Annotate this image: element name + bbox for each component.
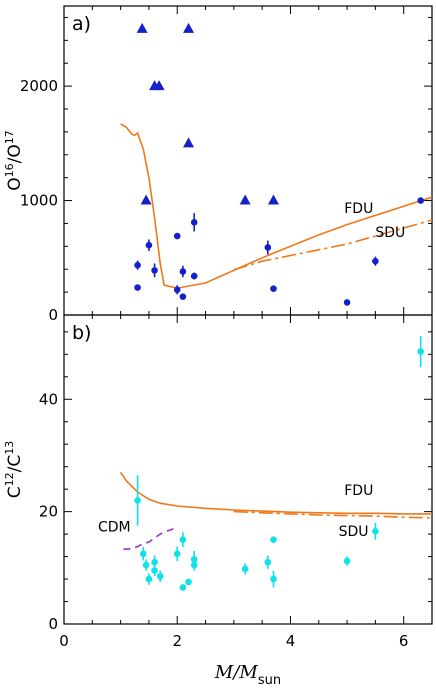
data-point (241, 565, 249, 573)
data-point (151, 567, 158, 574)
y-tick-label: 0 (48, 306, 58, 324)
lower-limit-triangle (183, 22, 195, 33)
data-point (270, 536, 277, 544)
panel-b-y-axis-label: C12/C13 (3, 441, 25, 498)
data-point (134, 284, 141, 291)
data-point (179, 293, 187, 300)
lower-limit-triangle (239, 194, 251, 205)
fdu-annotation: FDU (344, 201, 373, 217)
data-point (173, 232, 181, 240)
panel-a-model-lines (120, 123, 433, 289)
data-point (151, 558, 158, 566)
panel-a-y-axis-label: O16/O17 (3, 130, 25, 191)
lower-limit-triangle (183, 137, 195, 148)
data-point (417, 348, 424, 355)
data-point (156, 572, 164, 580)
panel-b-annotations: FDU SDU CDM (98, 483, 373, 540)
data-point (179, 536, 187, 544)
lower-limit-triangle (267, 194, 279, 205)
data-point (372, 528, 379, 535)
fdu-annotation: FDU (344, 483, 373, 499)
data-point (179, 268, 187, 275)
panel-b-ticks (63, 315, 433, 625)
data-point (139, 550, 147, 558)
data-point (134, 261, 141, 269)
y-tick-label: 2000 (20, 77, 58, 95)
y-tick-label: 20 (39, 503, 58, 521)
panel-b-label: b) (72, 322, 91, 344)
data-point (343, 557, 351, 565)
sdu-line (233, 219, 433, 271)
data-point (417, 197, 424, 204)
data-point (185, 578, 192, 586)
y-tick-label: 0 (48, 615, 58, 633)
panel-b-model-lines (119, 471, 433, 551)
sdu-annotation: SDU (339, 524, 369, 540)
panel-b-frame (63, 314, 433, 625)
panel-b: 0 20 40 0 2 4 6 FDU SDU CDM b) C12/C13 (3, 314, 433, 650)
data-point (142, 561, 150, 569)
data-point (190, 272, 198, 280)
data-point (145, 241, 153, 249)
fdu-line (120, 123, 433, 289)
sdu-line (233, 510, 433, 519)
x-tick-label: 4 (286, 632, 296, 650)
x-axis-label: M/Msun (214, 662, 281, 688)
panel-a-label: a) (72, 13, 91, 35)
data-point (372, 257, 379, 265)
data-point (179, 584, 187, 591)
data-point (190, 561, 198, 569)
y-tick-label: 1000 (20, 192, 58, 210)
x-tick-label: 6 (399, 632, 409, 650)
data-point (264, 558, 272, 566)
lower-limit-triangle (136, 22, 148, 33)
panel-b-data-marks (134, 335, 424, 591)
data-point (145, 575, 153, 583)
data-point (343, 299, 351, 306)
cdm-line (123, 525, 178, 551)
data-point (270, 285, 277, 292)
fdu-line (119, 471, 432, 515)
panel-a-frame (63, 5, 433, 316)
data-point (173, 550, 181, 558)
y-tick-label: 40 (39, 390, 58, 408)
panel-a-data-marks (134, 22, 424, 306)
data-point (173, 286, 181, 294)
x-tick-label: 2 (172, 632, 182, 650)
sdu-annotation: SDU (375, 225, 405, 241)
panel-b-tick-labels: 0 20 40 0 2 4 6 (39, 390, 409, 650)
data-point (270, 575, 277, 583)
panel-a-tick-labels: 0 1000 2000 (20, 77, 58, 324)
data-point (151, 267, 158, 274)
lower-limit-triangle (153, 80, 165, 91)
data-point (264, 244, 272, 251)
data-point (134, 497, 141, 504)
data-point (190, 219, 198, 226)
x-tick-label: 0 (59, 632, 69, 650)
panel-a-ticks (63, 6, 433, 316)
cdm-annotation: CDM (98, 519, 131, 535)
lower-limit-triangle (140, 194, 152, 205)
